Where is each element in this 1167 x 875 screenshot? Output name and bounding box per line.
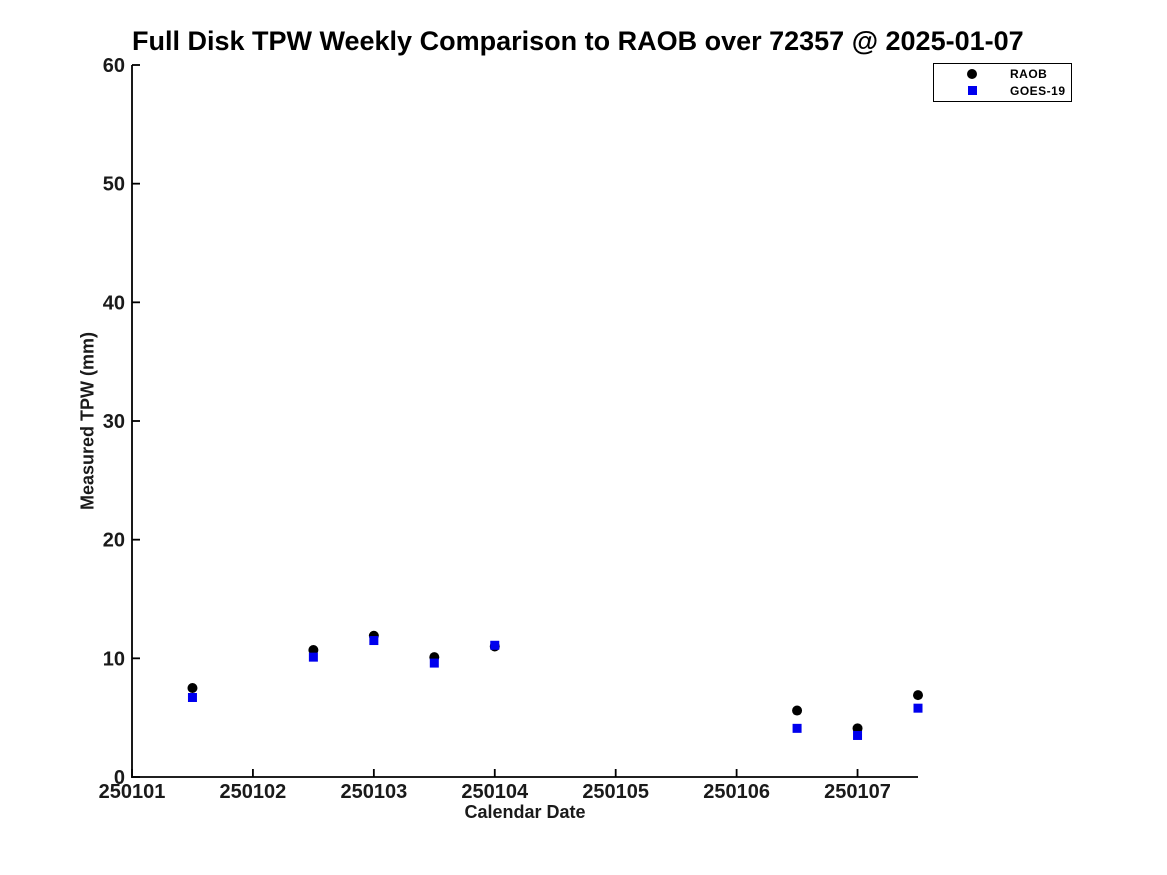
x-axis-label: Calendar Date: [464, 802, 586, 822]
goes-19-square-marker-icon: [967, 86, 977, 96]
data-point-goes-19: [429, 658, 439, 668]
raob-circle-marker-icon: [967, 69, 977, 80]
y-tick-label: 60: [103, 55, 125, 77]
y-tick-label: 50: [103, 174, 125, 196]
x-tick-label: 250101: [99, 781, 166, 803]
data-point-goes-19: [853, 730, 863, 740]
data-point-goes-19: [369, 636, 379, 646]
legend-label-raob: RAOB: [1010, 67, 1048, 82]
y-tick-label: 0: [114, 767, 125, 789]
x-tick-label: 250107: [824, 781, 891, 803]
x-tick-label: 250104: [461, 781, 529, 803]
legend: RAOB GOES-19: [933, 63, 1072, 102]
data-point-raob: [913, 690, 923, 701]
data-point-goes-19: [792, 723, 802, 733]
y-tick-label: 10: [103, 648, 125, 670]
x-tick-label: 250103: [340, 781, 407, 803]
y-tick-label: 20: [103, 530, 125, 552]
data-point-raob: [308, 645, 319, 656]
x-tick-label: 250102: [220, 781, 287, 803]
data-point-goes-19: [490, 640, 500, 650]
data-point-goes-19: [308, 652, 318, 662]
data-point-goes-19: [187, 692, 197, 702]
x-tick-label: 250105: [582, 781, 649, 803]
y-tick-label: 30: [103, 411, 125, 433]
legend-marker-cell: [934, 69, 1010, 80]
legend-item-raob: RAOB: [934, 66, 1071, 82]
legend-marker-cell: [934, 86, 1010, 96]
y-tick-label: 40: [103, 292, 125, 314]
data-point-raob: [852, 723, 863, 734]
data-point-goes-19: [913, 703, 923, 713]
x-tick-label: 250106: [703, 781, 770, 803]
legend-label-goes-19: GOES-19: [1010, 83, 1066, 98]
y-axis-label: Measured TPW (mm): [77, 331, 98, 511]
chart-title: Full Disk TPW Weekly Comparison to RAOB …: [132, 26, 1024, 56]
data-point-raob: [187, 683, 198, 693]
legend-item-goes-19: GOES-19: [934, 83, 1071, 99]
data-point-raob: [792, 705, 803, 716]
